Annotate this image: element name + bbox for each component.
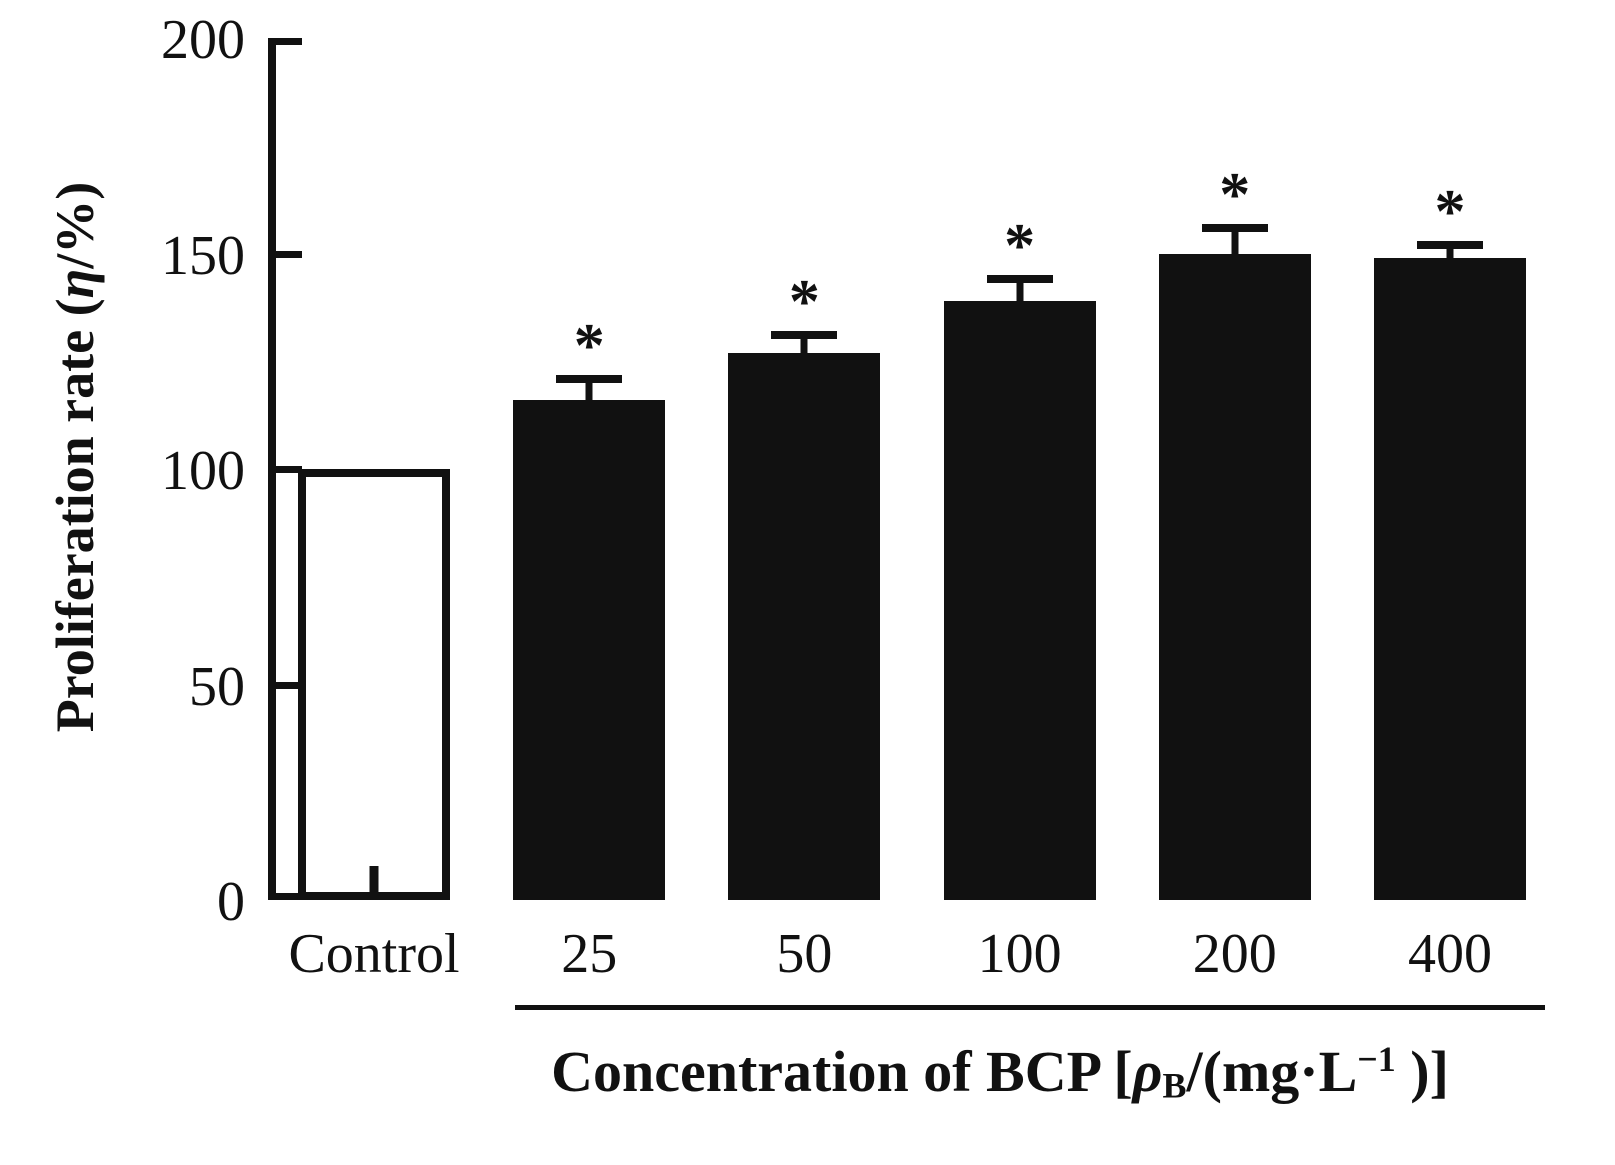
- bars-row: Control * 25 * 50 * 100 * 200 * 400: [276, 38, 1551, 982]
- bar-group-100: * 100: [943, 38, 1096, 982]
- y-tick-label: 50: [189, 655, 245, 718]
- y-tick-mark: [276, 681, 302, 689]
- bar-group-control: Control: [288, 38, 460, 982]
- bar-control: [298, 469, 450, 900]
- bar-25: [513, 400, 666, 900]
- bcp-group-underline: [515, 1005, 1545, 1010]
- bar-50: [728, 352, 881, 900]
- bar-400: [1373, 257, 1526, 900]
- control-bottom-tick: [369, 866, 379, 900]
- error-bar: [1446, 244, 1454, 258]
- y-ticks: [276, 38, 1551, 900]
- error-bar: [800, 335, 808, 353]
- x-category-label: 50: [776, 923, 833, 985]
- y-tick-label: 100: [161, 440, 245, 502]
- x-axis-title-mid: /(mg·L: [1186, 1039, 1358, 1104]
- y-tick-label: 200: [161, 9, 245, 71]
- rho-subscript-b: B: [1162, 1065, 1187, 1106]
- plot-area: Control * 25 * 50 * 100 * 200 * 400: [268, 38, 1551, 982]
- y-tick-mark: [276, 38, 302, 45]
- error-bar-cap: [1416, 240, 1483, 249]
- error-bar: [1231, 227, 1239, 254]
- bar-group-25: * 25: [513, 38, 666, 982]
- x-category-label: 100: [977, 923, 1062, 985]
- x-category-label: 25: [561, 923, 618, 985]
- significance-asterisk: *: [1434, 177, 1466, 246]
- x-category-label: Control: [288, 923, 460, 985]
- x-axis-title-prefix: Concentration of BCP [: [551, 1039, 1133, 1104]
- significance-asterisk: *: [573, 311, 605, 380]
- x-axis-title: Concentration of BCP [ρB/(mg·L−1 )]: [420, 1038, 1580, 1106]
- x-category-label: 200: [1192, 923, 1277, 985]
- y-tick-mark: [276, 893, 302, 900]
- bar-200: [1158, 253, 1311, 900]
- rho-symbol: ρ: [1132, 1039, 1163, 1104]
- significance-asterisk: *: [788, 268, 820, 337]
- bar-100: [943, 300, 1096, 900]
- y-tick-mark: [276, 466, 302, 473]
- significance-asterisk: *: [1004, 212, 1036, 281]
- error-bar-cap: [556, 374, 623, 383]
- y-tick-mark: [276, 250, 302, 258]
- exponent-minus-one: −1: [1357, 1039, 1396, 1080]
- x-category-label: 400: [1407, 923, 1492, 985]
- bar-group-200: * 200: [1158, 38, 1311, 982]
- y-tick-label: 0: [217, 871, 245, 933]
- error-bar-cap: [771, 331, 838, 340]
- x-axis-title-suffix: )]: [1395, 1039, 1449, 1104]
- bar-group-400: * 400: [1373, 38, 1526, 982]
- error-bar-cap: [986, 275, 1053, 284]
- error-bar: [585, 378, 593, 401]
- y-tick-label: 150: [161, 224, 245, 287]
- bar-group-50: * 50: [728, 38, 881, 982]
- error-bar: [1016, 279, 1024, 301]
- significance-asterisk: *: [1219, 160, 1251, 229]
- y-tick-labels: 200 150 100 50 0: [95, 12, 245, 930]
- error-bar-cap: [1201, 223, 1268, 232]
